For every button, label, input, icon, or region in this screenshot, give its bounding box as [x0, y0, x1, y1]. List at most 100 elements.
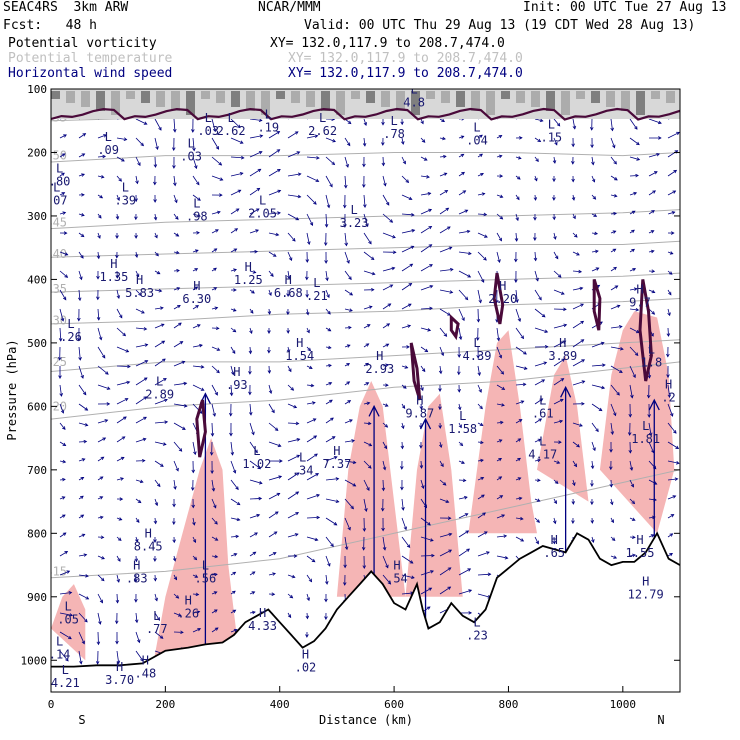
- wind-vector: [230, 609, 236, 614]
- wind-vector: [287, 454, 300, 462]
- wind-vector: [515, 536, 524, 542]
- wind-vector: [306, 175, 319, 182]
- wind-vector: [116, 365, 130, 368]
- wind-vector: [382, 267, 395, 272]
- wind-vector: [97, 365, 109, 375]
- wind-vector-head: [347, 400, 352, 404]
- wind-vector-head: [314, 537, 319, 542]
- wind-vector: [192, 536, 196, 543]
- wind-vector: [154, 358, 166, 367]
- wind-vector: [230, 498, 241, 505]
- strat-texture: [171, 91, 180, 111]
- wind-vector-head: [461, 317, 465, 322]
- wind-vector: [78, 574, 89, 577]
- wind-vector-head: [294, 533, 299, 537]
- wind-vector: [515, 194, 520, 200]
- wind-vector-head: [387, 303, 392, 307]
- wind-vector-head: [462, 478, 467, 483]
- wind-vector: [667, 170, 677, 177]
- wind-vector-head: [500, 371, 505, 375]
- wind-vector-head: [126, 380, 131, 385]
- wind-vector-head: [311, 401, 316, 405]
- wind-vector: [458, 270, 471, 278]
- wind-vector-head: [175, 250, 180, 255]
- wind-vector: [59, 308, 64, 322]
- extremum-value: 2.62: [217, 124, 246, 138]
- wind-vector: [192, 213, 201, 217]
- wind-vector-head: [236, 501, 241, 506]
- wind-vector: [477, 384, 482, 393]
- wind-vector: [154, 307, 164, 310]
- wind-vector-head: [408, 283, 413, 287]
- wind-vector: [610, 498, 613, 505]
- wind-vector: [59, 212, 66, 215]
- wind-vector: [59, 532, 67, 538]
- extremum-type: L: [187, 136, 194, 150]
- wind-vector-head: [523, 366, 528, 370]
- wind-vector-head: [293, 404, 298, 409]
- wind-vector: [572, 232, 578, 238]
- wind-vector-head: [421, 485, 425, 490]
- wind-vector-head: [190, 487, 195, 491]
- wind-vector-head: [536, 519, 541, 523]
- wind-vector-head: [175, 233, 180, 237]
- extremum-type: H: [193, 279, 200, 293]
- wind-vector: [648, 479, 657, 485]
- extremum-value: 1.25: [234, 273, 263, 287]
- wind-vector: [420, 307, 433, 310]
- wind-vector: [268, 531, 277, 538]
- wind-vector-head: [371, 287, 375, 292]
- wind-vector-head: [381, 487, 386, 492]
- wind-vector-head: [277, 211, 281, 215]
- extremum-value: 2.62: [308, 124, 337, 138]
- wind-vector-head: [324, 598, 328, 603]
- wind-vector-head: [411, 575, 415, 579]
- wind-vector: [439, 586, 451, 595]
- wind-vector-head: [499, 495, 504, 499]
- model-label: SEAC4RS 3km ARW: [3, 0, 129, 15]
- pv-region: [405, 393, 463, 597]
- wind-vector: [363, 118, 367, 126]
- wind-vector-head: [591, 161, 595, 166]
- wind-vector-head: [458, 424, 462, 429]
- wind-vector-head: [62, 532, 67, 536]
- wind-vector-head: [288, 257, 293, 262]
- wind-vector-head: [61, 172, 65, 176]
- wind-vector-head: [214, 306, 219, 310]
- wind-vector-head: [289, 594, 294, 599]
- wind-vector: [401, 156, 406, 164]
- wind-vector: [496, 251, 501, 263]
- wind-vector: [515, 308, 521, 322]
- wind-vector-head: [62, 442, 67, 446]
- wind-vector-head: [365, 343, 370, 347]
- wind-vector: [325, 436, 336, 443]
- wind-vector-head: [419, 465, 424, 469]
- x-tick-label: 600: [384, 698, 404, 711]
- wind-vector: [553, 340, 566, 348]
- wind-vector: [249, 135, 263, 139]
- wind-vector-head: [233, 248, 238, 252]
- wind-vector: [268, 573, 276, 576]
- wind-vector-head: [411, 212, 415, 217]
- wind-vector-head: [428, 208, 433, 213]
- wind-vector-head: [347, 120, 352, 125]
- tropopause-contour: [51, 107, 680, 121]
- wind-vector: [230, 629, 238, 633]
- wind-vector-head: [464, 296, 469, 301]
- wind-vector-head: [539, 118, 544, 123]
- wind-vector-head: [279, 459, 283, 463]
- wind-vector-head: [429, 285, 434, 289]
- wind-vector-head: [99, 515, 104, 520]
- extremum-value: .26: [60, 330, 82, 344]
- strat-texture: [306, 91, 315, 107]
- wind-vector-head: [589, 127, 594, 131]
- wind-vector-head: [248, 371, 252, 375]
- wind-vector-head: [619, 346, 624, 351]
- strat-texture: [501, 91, 510, 99]
- wind-vector: [192, 384, 204, 391]
- wind-vector-head: [346, 260, 350, 264]
- wind-vector-head: [635, 307, 640, 312]
- wind-vector-head: [81, 153, 86, 157]
- wind-vector: [116, 327, 126, 337]
- wind-vector-head: [350, 505, 354, 510]
